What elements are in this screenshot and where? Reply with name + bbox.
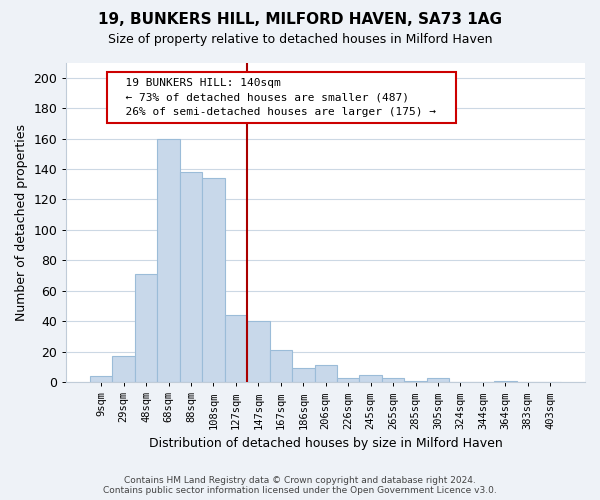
Bar — [382, 378, 404, 382]
Bar — [427, 378, 449, 382]
Bar — [112, 356, 135, 382]
Bar — [202, 178, 225, 382]
Bar — [359, 374, 382, 382]
Bar — [225, 315, 247, 382]
Bar — [247, 322, 269, 382]
Bar — [292, 368, 314, 382]
Bar — [90, 376, 112, 382]
X-axis label: Distribution of detached houses by size in Milford Haven: Distribution of detached houses by size … — [149, 437, 503, 450]
Bar — [180, 172, 202, 382]
Bar — [404, 380, 427, 382]
Bar — [157, 138, 180, 382]
Bar — [314, 366, 337, 382]
Bar — [269, 350, 292, 382]
Text: Size of property relative to detached houses in Milford Haven: Size of property relative to detached ho… — [108, 32, 492, 46]
Text: Contains HM Land Registry data © Crown copyright and database right 2024.
Contai: Contains HM Land Registry data © Crown c… — [103, 476, 497, 495]
Bar — [337, 378, 359, 382]
Y-axis label: Number of detached properties: Number of detached properties — [15, 124, 28, 321]
Bar — [135, 274, 157, 382]
Bar — [494, 380, 517, 382]
Text: 19 BUNKERS HILL: 140sqm  
  ← 73% of detached houses are smaller (487)  
  26% o: 19 BUNKERS HILL: 140sqm ← 73% of detache… — [112, 78, 450, 118]
Text: 19, BUNKERS HILL, MILFORD HAVEN, SA73 1AG: 19, BUNKERS HILL, MILFORD HAVEN, SA73 1A… — [98, 12, 502, 28]
